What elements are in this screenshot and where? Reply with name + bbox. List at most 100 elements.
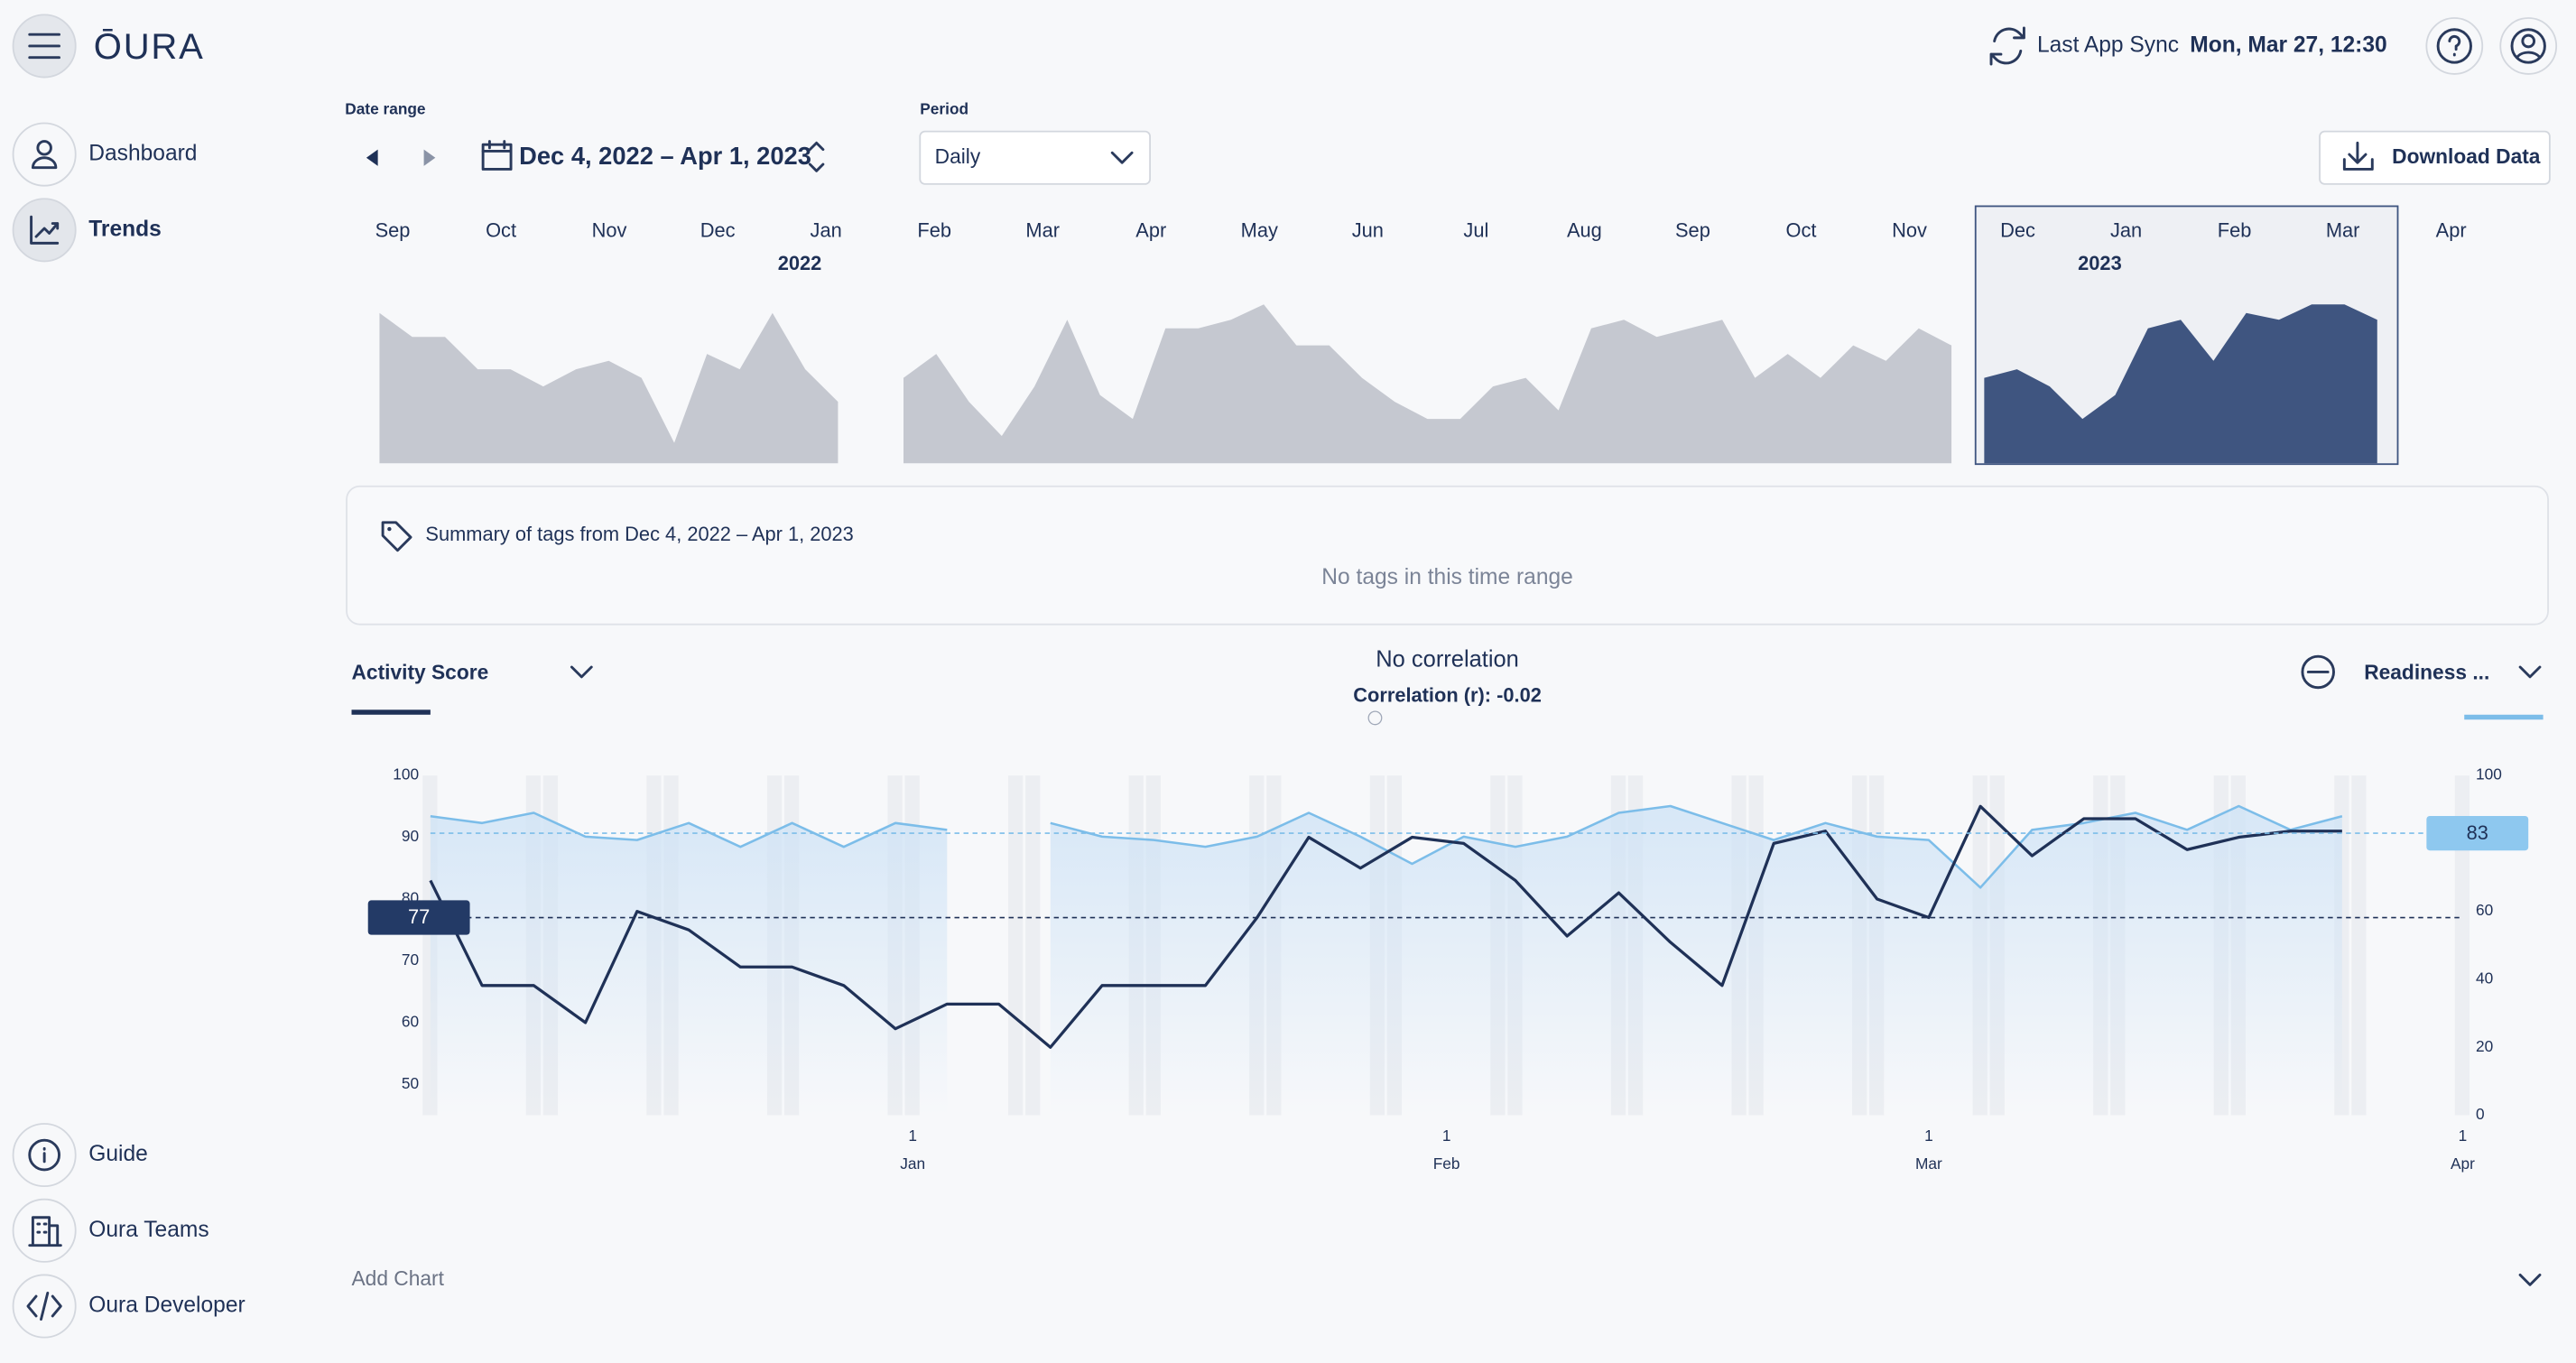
y-tick-label: 70 — [402, 950, 419, 969]
prev-button[interactable] — [366, 149, 378, 166]
month-label: Oct — [1785, 218, 1816, 241]
weekend-band — [1025, 775, 1041, 1116]
month-label: Dec — [2000, 218, 2035, 241]
y-tick-label: 60 — [402, 1012, 419, 1030]
month-label: Jul — [1463, 218, 1488, 241]
tags-title: Summary of tags from Dec 4, 2022 – Apr 1… — [425, 523, 853, 545]
brand-logo: ŌURA — [94, 27, 205, 67]
right-metric-select[interactable]: Readiness ... — [2364, 660, 2544, 720]
average-badge — [367, 900, 470, 935]
overview-chart: Sep Oct Nov Dec Jan Feb Mar Apr May Jun Jul Aug Sep O… — [375, 218, 2467, 464]
sync-time: Mon, Mar 27, 12:30 — [2190, 32, 2386, 57]
overview-area — [1984, 304, 2377, 464]
weekend-band — [2351, 775, 2367, 1116]
right-metric: Readiness ... — [2364, 660, 2489, 683]
trend-chart: 50607080901000204060801001Jan1Feb1Mar1Ap… — [367, 765, 2529, 1173]
download-button[interactable]: Download Data — [2319, 130, 2551, 185]
y2-tick-label: 20 — [2476, 1037, 2493, 1055]
nav-developer[interactable]: Oura Developer — [12, 1274, 246, 1339]
series-area — [430, 812, 948, 1116]
month-label: May — [1241, 218, 1278, 241]
nav-label: Dashboard — [88, 142, 197, 166]
month-label: Aug — [1567, 218, 1602, 241]
average-label: 83 — [2467, 821, 2488, 844]
download-label: Download Data — [2392, 144, 2541, 168]
nav-label: Guide — [88, 1142, 148, 1166]
y2-tick-label: 40 — [2476, 969, 2493, 987]
nav-dashboard[interactable]: Dashboard — [12, 122, 198, 187]
x-tick-month: Feb — [1433, 1154, 1460, 1173]
x-tick-label: 1 — [908, 1127, 917, 1145]
y2-tick-label: 100 — [2476, 765, 2502, 783]
sync-icon — [1989, 26, 2025, 66]
add-chart-toggle[interactable] — [2518, 1273, 2542, 1286]
month-label: Jan — [811, 218, 842, 241]
tags-panel — [346, 485, 2549, 626]
info-icon[interactable] — [1367, 710, 1383, 726]
correlation-value: Correlation (r): -0.02 — [1353, 684, 1542, 707]
y2-tick-label: 0 — [2476, 1105, 2485, 1123]
y-tick-label: 90 — [402, 827, 419, 845]
month-label: Feb — [917, 218, 951, 241]
sync-label: Last App Sync — [2037, 32, 2179, 57]
left-metric: Activity Score — [352, 660, 489, 683]
period-label: Period — [920, 100, 968, 118]
next-button[interactable] — [423, 149, 436, 166]
month-label: Apr — [2436, 218, 2467, 241]
month-label: Apr — [1135, 218, 1166, 241]
nav-teams[interactable]: Oura Teams — [12, 1198, 209, 1263]
x-tick-label: 1 — [2459, 1127, 2468, 1145]
left-metric-select[interactable]: Activity Score — [352, 660, 593, 715]
series-area — [1050, 805, 2342, 1116]
x-tick-month: Mar — [1915, 1154, 1942, 1173]
month-label: Nov — [1892, 218, 1927, 241]
y2-tick-label: 60 — [2476, 901, 2493, 919]
date-range-value[interactable]: Dec 4, 2022 – Apr 1, 2023 — [519, 142, 811, 170]
month-label: Dec — [700, 218, 736, 241]
tags-empty: No tags in this time range — [1321, 565, 1573, 589]
date-stepper[interactable] — [808, 141, 825, 172]
month-label: Sep — [375, 218, 411, 241]
series-line — [429, 804, 2342, 1049]
tag-icon — [381, 521, 412, 552]
month-label: Mar — [1025, 218, 1060, 241]
x-tick-month: Apr — [2451, 1154, 2475, 1173]
profile-button[interactable] — [2499, 17, 2558, 75]
period-dropdown[interactable]: Daily — [919, 130, 1152, 185]
average-badge — [2426, 815, 2529, 851]
overview-area — [903, 304, 1952, 464]
month-label: Sep — [1675, 218, 1710, 241]
menu-button[interactable] — [12, 14, 77, 79]
y-tick-label: 100 — [393, 765, 419, 783]
overview-area — [379, 312, 839, 464]
remove-metric-button[interactable] — [2301, 654, 2335, 690]
nav-trends[interactable]: Trends — [12, 198, 162, 263]
weekend-band — [1008, 775, 1024, 1116]
correlation-title: No correlation — [1376, 646, 1519, 672]
period-value: Daily — [935, 144, 981, 168]
add-chart[interactable]: Add Chart — [352, 1266, 445, 1290]
nav-label: Trends — [88, 217, 162, 241]
year-label: 2023 — [2078, 252, 2122, 274]
nav-label: Oura Developer — [88, 1293, 245, 1318]
month-label: Oct — [486, 218, 516, 241]
month-label: Nov — [592, 218, 627, 241]
series-line — [430, 811, 948, 848]
year-label: 2022 — [778, 252, 822, 274]
help-button[interactable] — [2425, 17, 2484, 75]
month-label: Mar — [2326, 218, 2360, 241]
date-range-label: Date range — [345, 100, 426, 118]
nav-guide[interactable]: Guide — [12, 1123, 148, 1188]
calendar-icon — [481, 140, 513, 171]
month-label: Jan — [2110, 218, 2142, 241]
y-tick-label: 50 — [402, 1074, 419, 1092]
month-label: Feb — [2218, 218, 2252, 241]
month-label: Jun — [1352, 218, 1384, 241]
nav-label: Oura Teams — [88, 1218, 208, 1242]
weekend-band — [2454, 775, 2470, 1116]
average-label: 77 — [408, 905, 430, 928]
x-tick-label: 1 — [1924, 1127, 1933, 1145]
x-tick-label: 1 — [1442, 1127, 1451, 1145]
x-tick-month: Jan — [900, 1154, 925, 1173]
